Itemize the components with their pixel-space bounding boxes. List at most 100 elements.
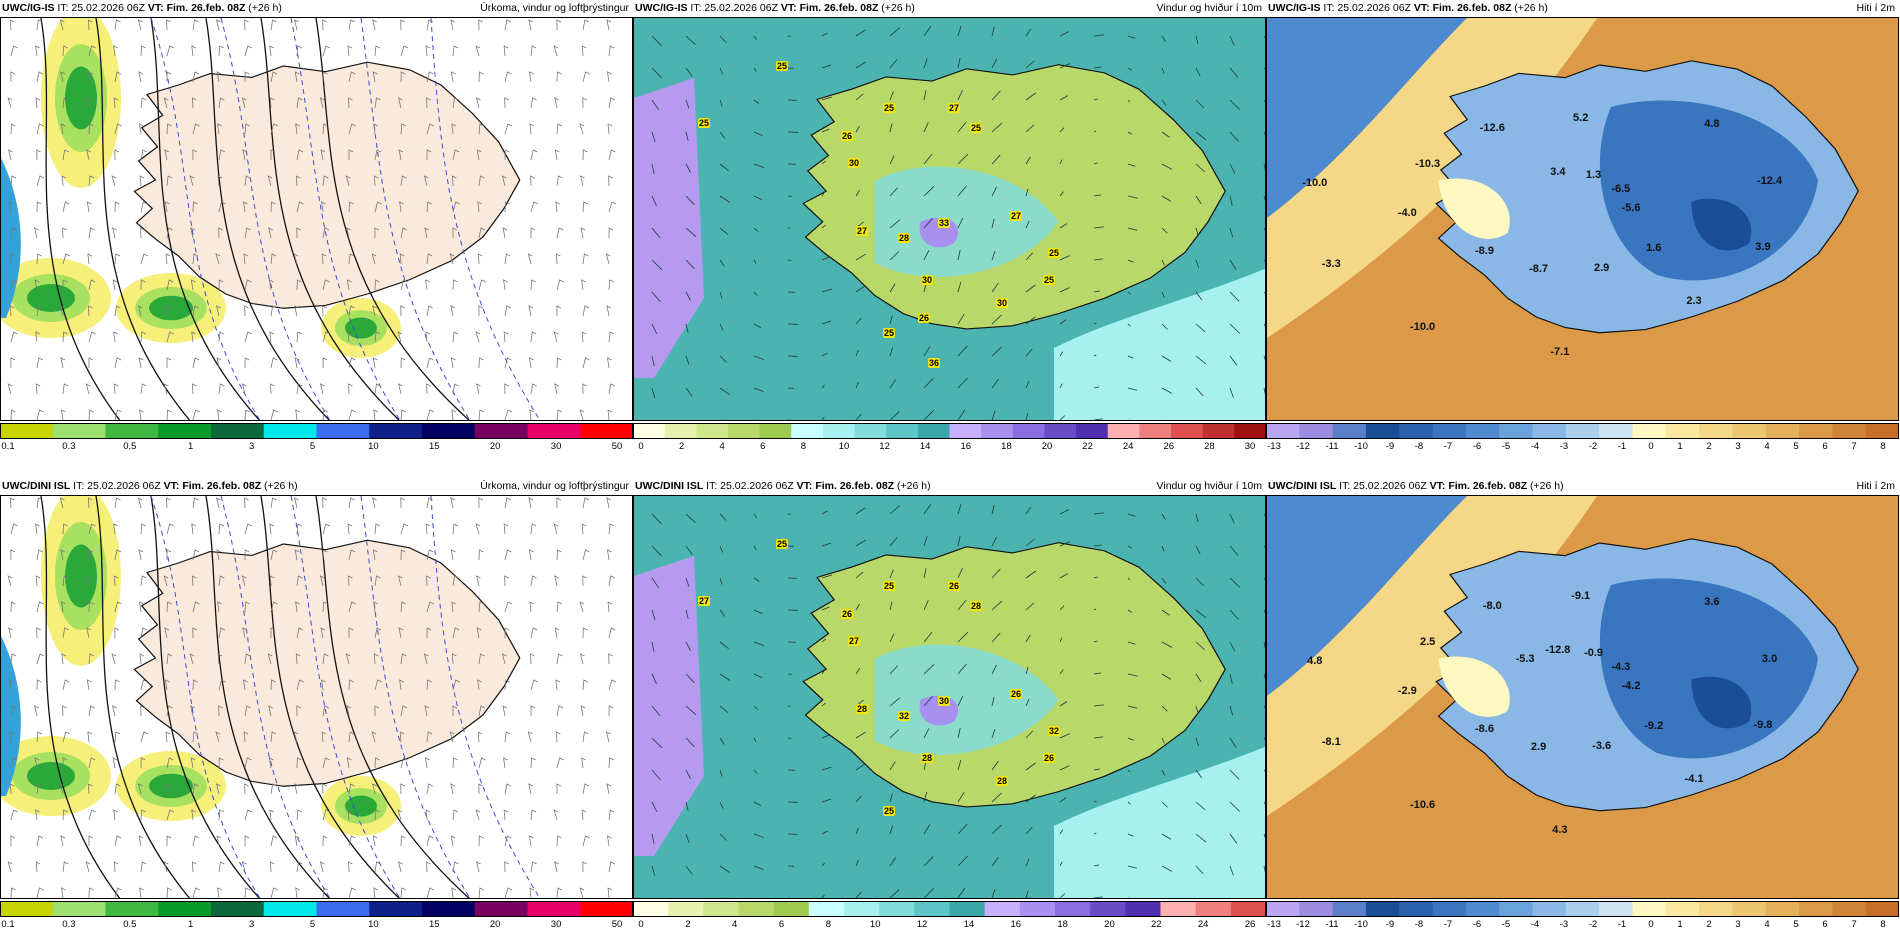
colorbar-swatch — [52, 423, 106, 439]
temperature-label: 5.2 — [1573, 112, 1589, 125]
strong-wind-area — [634, 556, 704, 856]
temperature-label: -4.1 — [1684, 772, 1704, 785]
colorbar-swatch — [1332, 901, 1367, 917]
colorbar-label: 50 — [611, 919, 623, 930]
colorbar-label: 1 — [188, 919, 194, 930]
colorbar-swatch — [949, 901, 986, 917]
colorbar-label: 2 — [685, 919, 691, 930]
colorbar-label: 15 — [429, 441, 440, 452]
colorbar-label: 8 — [800, 441, 807, 452]
colorbar-swatch — [158, 901, 212, 917]
colorbar: 0.1 0.3 0.5 1 3 5 10 15 20 30 50 — [0, 901, 633, 933]
map-view[interactable]: 25 27 25 26 27 26 28 26 28 30 32 28 26 32 28 25 — [633, 495, 1266, 899]
colorbar-swatch — [1699, 423, 1733, 439]
colorbar-swatch — [1234, 423, 1266, 439]
panel-init-time: IT: 25.02.2026 06Z — [1339, 480, 1427, 492]
panel-run-info: UWC/DINI ISL IT: 25.02.2026 06Z VT: Fim.… — [2, 480, 298, 492]
panel-run-info: UWC/DINI ISL IT: 25.02.2026 06Z VT: Fim.… — [635, 480, 931, 492]
temperature-label: -3.6 — [1592, 739, 1612, 752]
panel-valid-label: VT: — [1413, 2, 1430, 14]
colorbar-swatch — [1299, 901, 1334, 917]
colorbar-swatch — [949, 423, 982, 439]
wind-gust-label: 26 — [947, 581, 961, 591]
temperature-label: -10.3 — [1415, 157, 1441, 170]
colorbar-label: -2 — [1588, 919, 1598, 930]
colorbar-swatch — [1699, 901, 1733, 917]
panel-valid-time: Fim. 26.feb. 08Z — [815, 480, 895, 492]
colorbar-swatch — [1076, 423, 1109, 439]
colorbar-swatch — [1365, 901, 1400, 917]
colorbar-label: 14 — [919, 441, 931, 452]
panel-valid-time: Fim. 26.feb. 08Z — [799, 2, 879, 14]
colorbar-label: 4 — [1764, 441, 1770, 452]
calm-wind-area — [1054, 268, 1265, 420]
colorbar-label: 18 — [1057, 919, 1068, 930]
wind-gust-label: 27 — [1009, 211, 1023, 221]
map-view[interactable]: -5.6 -8.9 5.2 2.3 -10.0 -6.5 -8.7 -12.6 3.9 -3.3 1… — [1266, 17, 1899, 421]
panel-init-time: IT: 25.02.2026 06Z — [73, 480, 161, 492]
wind-gust-label: 33 — [937, 218, 951, 228]
temperature-label: -8.0 — [1482, 600, 1502, 613]
temperature-label: -12.4 — [1757, 175, 1783, 188]
temperature-label: 2.3 — [1686, 294, 1702, 307]
temperature-isolines — [150, 18, 541, 420]
colorbar-label: -11 — [1325, 919, 1339, 930]
colorbar-label: 24 — [1197, 919, 1209, 930]
wind-gust-label: 30 — [847, 158, 861, 168]
colorbar-swatch — [422, 423, 476, 439]
colorbar-swatch — [1399, 423, 1434, 439]
colorbar-label: 18 — [1001, 441, 1012, 452]
panel-run-info: UWC/DINI ISL IT: 25.02.2026 06Z VT: Fim.… — [1268, 480, 1564, 492]
colorbar-swatch — [1732, 423, 1767, 439]
colorbar-label: -3 — [1559, 919, 1569, 930]
panel-init-time: IT: 25.02.2026 06Z — [690, 2, 778, 14]
temperature-label: -8.9 — [1475, 244, 1494, 257]
colorbar-label: 0.1 — [1, 441, 15, 452]
colorbar-swatch — [105, 423, 159, 439]
colorbar-label: 22 — [1082, 441, 1093, 452]
map-view[interactable] — [0, 495, 633, 899]
map-view[interactable]: -4.2 -8.6 -9.1 -4.1 4.8 -4.3 2.9 -8.0 -9.8 -8.1 -0… — [1266, 495, 1899, 899]
map-view[interactable]: 25 25 25 26 30 27 25 25 30 33 28 27 27 25 30 25 26 36 — [633, 17, 1266, 421]
strong-wind-area — [634, 78, 704, 378]
colorbar-swatch — [263, 901, 317, 917]
temperature-label: 2.5 — [1419, 635, 1436, 648]
colorbar-frame — [633, 901, 1266, 917]
wind-gust-label: 26 — [1009, 689, 1023, 699]
wind-gust-label: 25 — [775, 61, 789, 71]
colorbar-swatch — [808, 901, 845, 917]
temperature-label: 3.6 — [1704, 596, 1720, 609]
panel-valid-time: Fim. 26.feb. 08Z — [1432, 2, 1512, 14]
temperature-label: -8.6 — [1475, 722, 1494, 735]
panel-title: Vindur og hviður í 10m — [1156, 480, 1262, 492]
colorbar-swatch — [664, 423, 697, 439]
colorbar-label: 20 — [1041, 441, 1053, 452]
temperature-label: -0.9 — [1584, 647, 1604, 660]
wind-arrows — [651, 503, 1265, 898]
colorbar-swatch — [703, 901, 739, 917]
panel-lead-time: (+26 h) — [897, 480, 931, 492]
forecast-panel: UWC/DINI ISL IT: 25.02.2026 06Z VT: Fim.… — [1266, 478, 1899, 936]
colorbar-label: 1 — [1677, 441, 1683, 452]
colorbar-swatch — [879, 901, 915, 917]
colorbar-swatch — [981, 423, 1014, 439]
colorbar-swatch — [1532, 423, 1567, 439]
panel-title: Úrkoma, vindur og loftþrýstingur — [480, 2, 629, 14]
colorbar-label: 30 — [550, 919, 562, 930]
colorbar-swatch — [914, 901, 950, 917]
colorbar-swatch — [633, 901, 669, 917]
colorbar-label: 3 — [248, 441, 255, 452]
colorbar-label: 14 — [963, 919, 975, 930]
colorbar-swatches — [1266, 423, 1899, 439]
temperature-label: -9.2 — [1644, 719, 1664, 732]
wind-gust-label: 25 — [1042, 275, 1056, 285]
map-view[interactable] — [0, 17, 633, 421]
wind-gust-label: 28 — [855, 704, 869, 714]
colorbar-label: 26 — [1244, 919, 1256, 930]
wind-gust-label: 28 — [920, 753, 934, 763]
colorbar-swatch — [316, 423, 370, 439]
colorbar-frame — [633, 423, 1266, 439]
colorbar-label: 50 — [611, 441, 623, 452]
colorbar-swatch — [1055, 901, 1091, 917]
temperature-label: -10.0 — [1302, 177, 1328, 190]
